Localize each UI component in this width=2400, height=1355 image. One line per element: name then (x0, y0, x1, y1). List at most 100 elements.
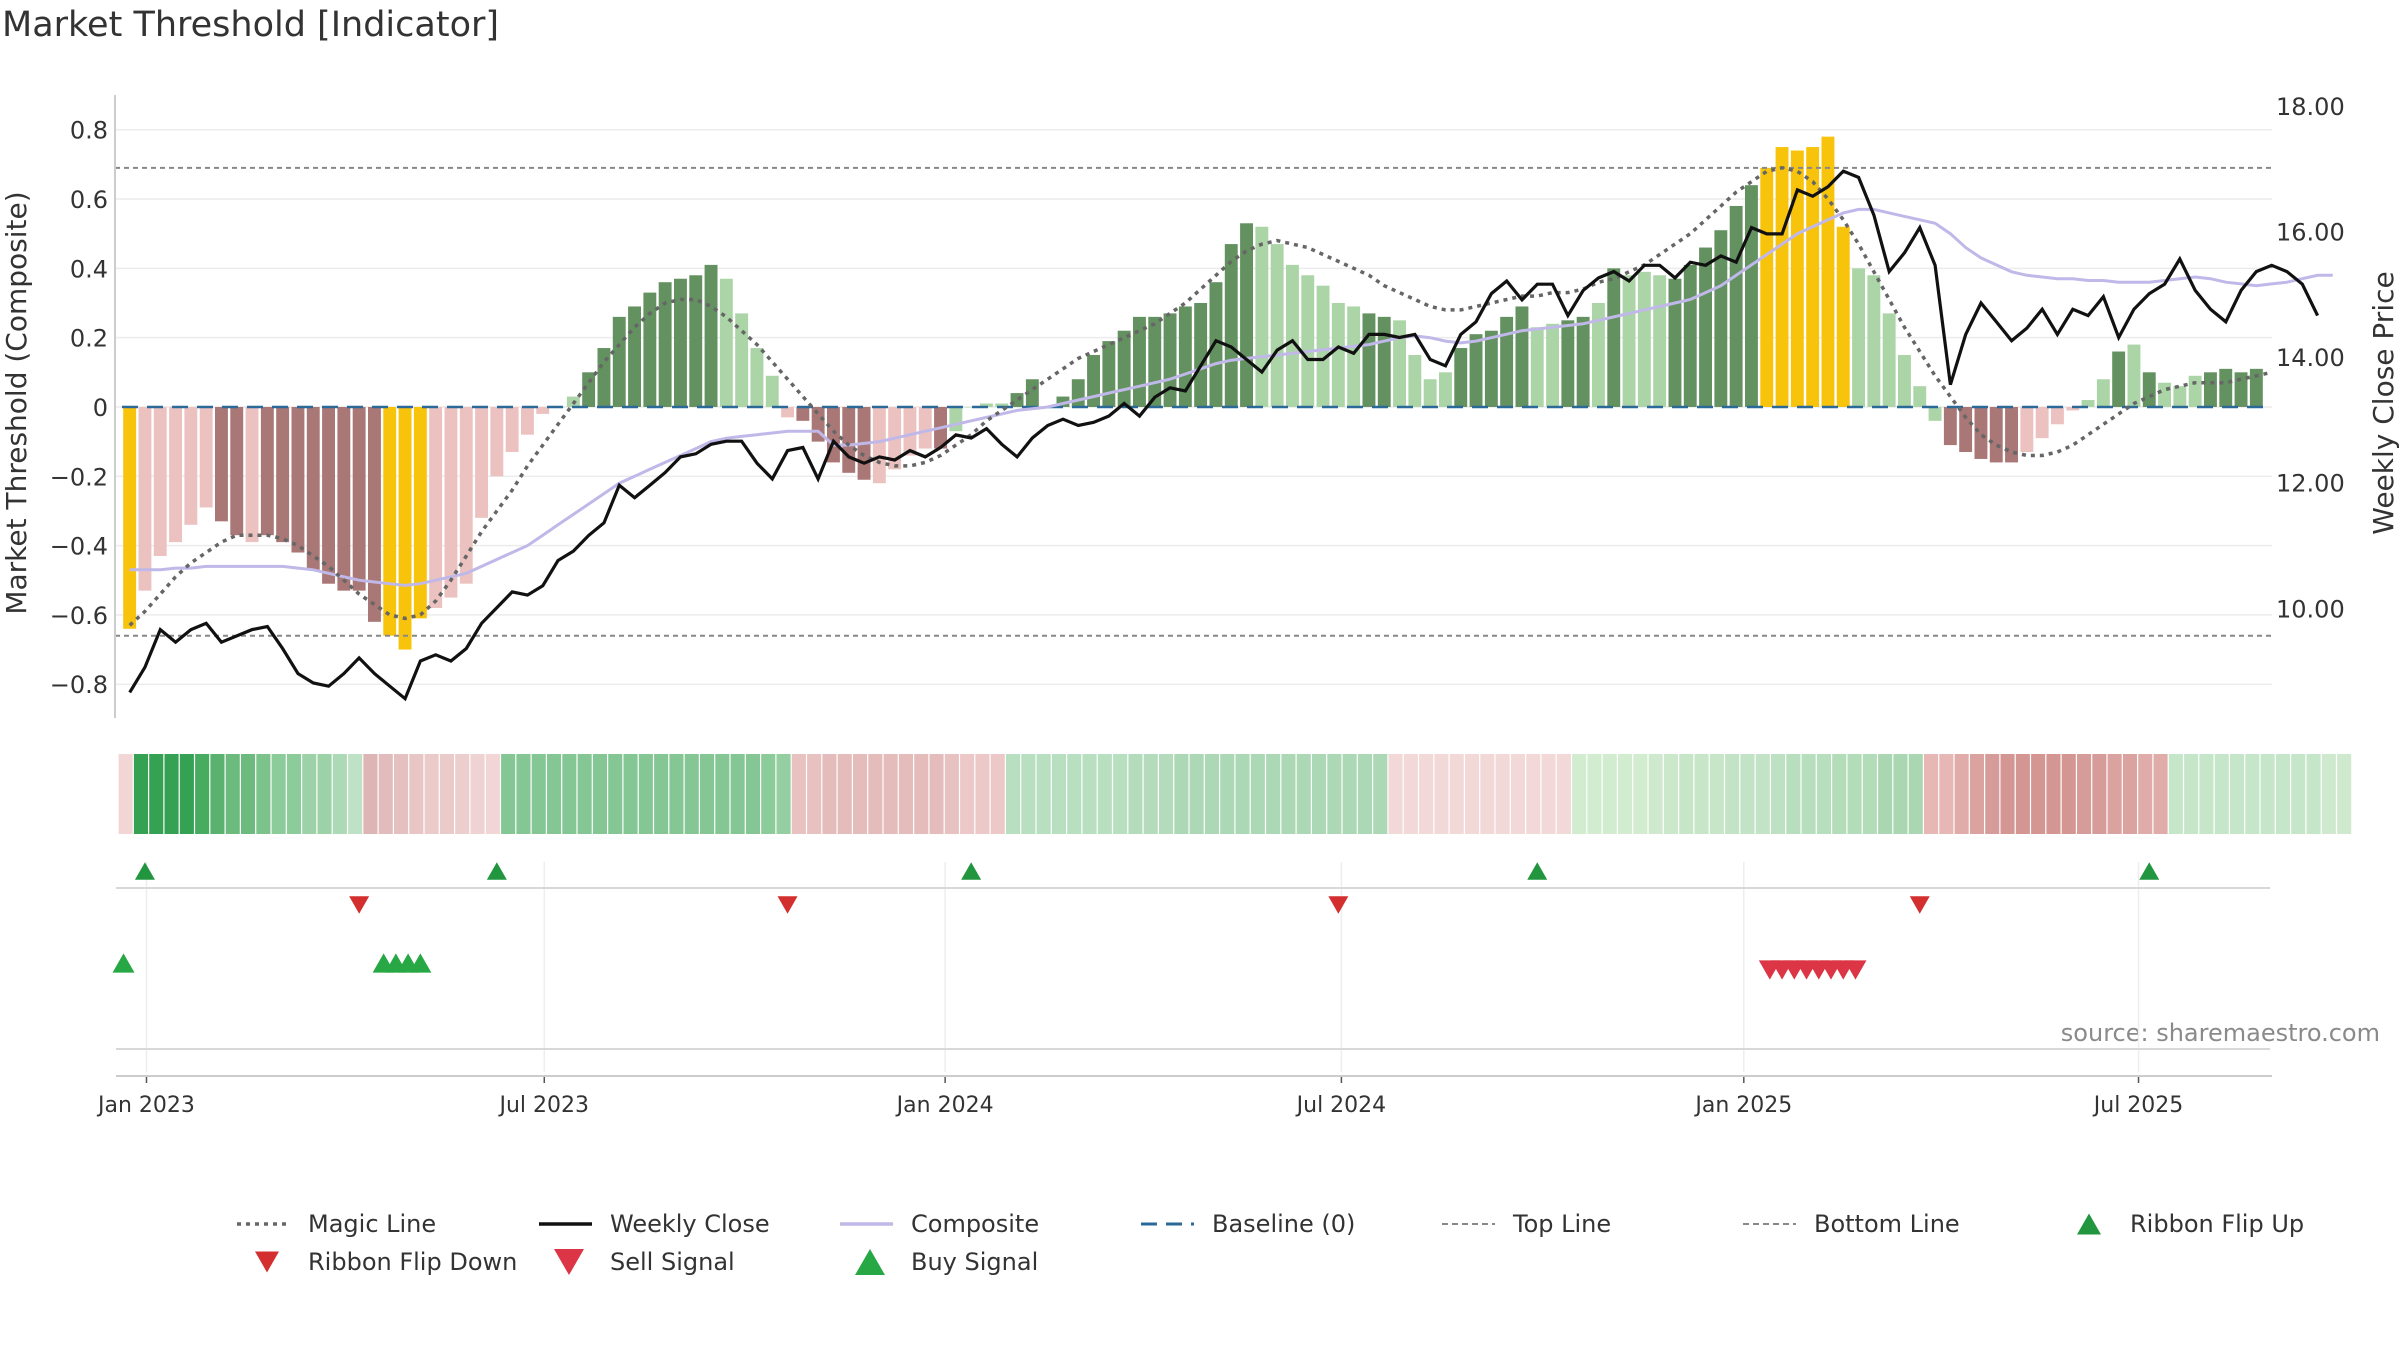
ribbon-cell (2015, 754, 2030, 834)
ribbon-cell (2000, 754, 2015, 834)
threshold-bar (1209, 282, 1223, 407)
ribbon-cell (2138, 754, 2153, 834)
threshold-bar (796, 406, 810, 421)
threshold-bar (1637, 271, 1651, 407)
y-tick-label: −0.2 (50, 463, 108, 491)
ribbon-flip-up-marker (1527, 862, 1548, 880)
ribbon-cell (1679, 754, 1694, 834)
ribbon-cell (592, 754, 607, 834)
ribbon-cell (2046, 754, 2061, 834)
threshold-bar (2249, 368, 2263, 407)
ribbon-flip-up-marker (2139, 862, 2160, 880)
ribbon-cell (179, 754, 194, 834)
ribbon-cell (1204, 754, 1219, 834)
ribbon-cell (2168, 754, 2183, 834)
threshold-bar (322, 406, 335, 584)
ribbon-cell (684, 754, 699, 834)
threshold-bar (413, 406, 427, 619)
ribbon-cell (1434, 754, 1449, 834)
ribbon-cell (302, 754, 317, 834)
threshold-bar (1745, 185, 1758, 407)
threshold-bar (1377, 316, 1391, 407)
ribbon-cell (1159, 754, 1174, 834)
threshold-bar (1500, 316, 1514, 407)
ribbon-cell (317, 754, 332, 834)
threshold-bar (1163, 313, 1177, 407)
ribbon-layer (118, 754, 2352, 834)
ribbon-cell (623, 754, 638, 834)
legend-label: Sell Signal (610, 1248, 735, 1276)
ribbon-cell (776, 754, 791, 834)
ribbon-cell (394, 754, 409, 834)
ribbon-cell (1893, 754, 1908, 834)
threshold-bar (1790, 150, 1804, 407)
ribbon-cell (1939, 754, 1954, 834)
threshold-bar (260, 406, 274, 536)
ribbon-cell (439, 754, 454, 834)
ribbon-cell (1663, 754, 1678, 834)
ribbon-cell (2291, 754, 2306, 834)
ribbon-cell (669, 754, 684, 834)
legend-label: Buy Signal (911, 1248, 1038, 1276)
ribbon-cell (638, 754, 653, 834)
ribbon-cell (149, 754, 164, 834)
threshold-bar (2005, 406, 2018, 463)
threshold-bar (781, 406, 794, 418)
threshold-bar (704, 264, 718, 407)
threshold-bar (1255, 226, 1269, 407)
threshold-bar (444, 406, 458, 598)
threshold-bar (1347, 306, 1361, 407)
threshold-bar (2035, 406, 2049, 439)
threshold-bar (306, 406, 320, 570)
y-tick-label: −0.6 (50, 602, 108, 630)
ribbon-cell (1709, 754, 1724, 834)
ribbon-cell (2031, 754, 2046, 834)
threshold-bar (383, 406, 397, 636)
legend-item: Baseline (0) (1141, 1210, 1355, 1238)
ribbon-flip-down-marker (777, 896, 798, 914)
legend-layer: Magic Line Weekly Close Composite Baseline … (237, 1210, 2304, 1276)
sell-signal-marker (1844, 960, 1867, 980)
threshold-bar (1439, 372, 1452, 407)
ribbon-cell (1740, 754, 1755, 834)
ribbon-cell (1296, 754, 1311, 834)
ribbon-cell (1250, 754, 1265, 834)
threshold-bar (842, 406, 856, 473)
threshold-bar (2234, 372, 2248, 407)
threshold-bar (475, 406, 488, 518)
threshold-bar (184, 406, 198, 525)
ribbon-cell (1801, 754, 1816, 834)
y2-tick-label: 10.00 (2276, 595, 2345, 623)
source-label: source: sharemaestro.com (2061, 1019, 2380, 1047)
threshold-bar (1301, 275, 1315, 407)
threshold-bar (291, 406, 305, 553)
y-tick-label: −0.4 (50, 533, 108, 561)
ribbon-cell (1526, 754, 1541, 834)
legend-label: Bottom Line (1814, 1210, 1960, 1238)
legend-item: Top Line (1442, 1210, 1611, 1238)
ribbon-cell (654, 754, 669, 834)
ribbon-cell (1648, 754, 1663, 834)
ribbon-cell (1051, 754, 1066, 834)
threshold-bar (658, 282, 672, 407)
ribbon-cell (1510, 754, 1525, 834)
ribbon-cell (868, 754, 883, 834)
threshold-bar (245, 406, 259, 543)
ribbon-cell (348, 754, 363, 834)
threshold-bar (1331, 303, 1345, 407)
ribbon-cell (1342, 754, 1357, 834)
legend-label: Weekly Close (610, 1210, 770, 1238)
threshold-bar (2142, 372, 2156, 407)
threshold-bar (1561, 320, 1575, 407)
legend-swatch (554, 1248, 584, 1276)
ribbon-cell (378, 754, 393, 834)
threshold-bar (750, 348, 764, 407)
threshold-bar (2188, 375, 2202, 407)
ribbon-cell (1419, 754, 1434, 834)
y-tick-label: 0.4 (70, 255, 108, 283)
ribbon-cell (1618, 754, 1633, 834)
threshold-bar (1408, 354, 1422, 407)
legend-label: Magic Line (308, 1210, 436, 1238)
ribbon-cell (2122, 754, 2137, 834)
buy-signal-marker (409, 953, 432, 973)
